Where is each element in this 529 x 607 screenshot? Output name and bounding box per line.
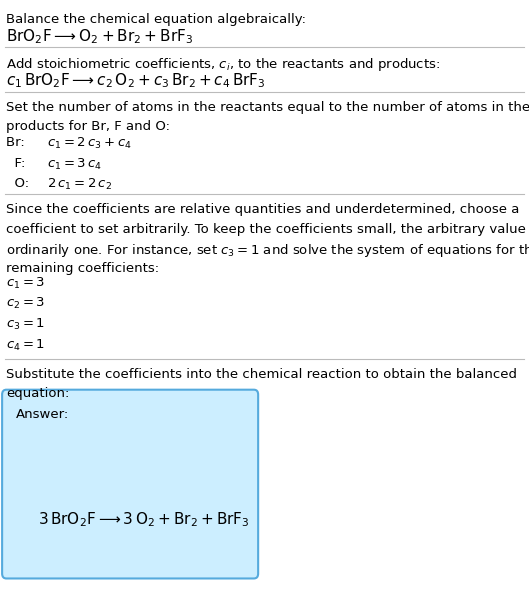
Text: Substitute the coefficients into the chemical reaction to obtain the balanced: Substitute the coefficients into the che… — [6, 368, 517, 381]
Text: $c_3 = 1$: $c_3 = 1$ — [6, 317, 45, 332]
Text: $c_1 = 3$: $c_1 = 3$ — [6, 276, 45, 291]
Text: ordinarily one. For instance, set $c_3 = 1$ and solve the system of equations fo: ordinarily one. For instance, set $c_3 =… — [6, 242, 529, 259]
Text: Add stoichiometric coefficients, $c_i$, to the reactants and products:: Add stoichiometric coefficients, $c_i$, … — [6, 56, 441, 73]
Text: $\mathrm{BrO_2F} \longrightarrow \mathrm{O_2 + Br_2 + BrF_3}$: $\mathrm{BrO_2F} \longrightarrow \mathrm… — [6, 27, 194, 46]
Text: Set the number of atoms in the reactants equal to the number of atoms in the: Set the number of atoms in the reactants… — [6, 101, 529, 114]
Text: $c_4 = 1$: $c_4 = 1$ — [6, 337, 45, 353]
Text: Balance the chemical equation algebraically:: Balance the chemical equation algebraica… — [6, 13, 306, 26]
Text: Answer:: Answer: — [16, 408, 69, 421]
Text: $3\,\mathrm{BrO_2F} \longrightarrow 3\,\mathrm{O_2} + \mathrm{Br_2} + \mathrm{Br: $3\,\mathrm{BrO_2F} \longrightarrow 3\,\… — [38, 510, 250, 529]
Text: $c_2 = 3$: $c_2 = 3$ — [6, 296, 45, 311]
Text: F:: F: — [6, 157, 34, 169]
Text: Br:: Br: — [6, 136, 34, 149]
Text: O:: O: — [6, 177, 38, 190]
Text: $c_1 = 3\,c_4$: $c_1 = 3\,c_4$ — [47, 157, 102, 172]
FancyBboxPatch shape — [2, 390, 258, 578]
Text: equation:: equation: — [6, 387, 70, 400]
Text: remaining coefficients:: remaining coefficients: — [6, 262, 159, 274]
Text: Since the coefficients are relative quantities and underdetermined, choose a: Since the coefficients are relative quan… — [6, 203, 519, 216]
Text: $c_1\,\mathrm{BrO_2F} \longrightarrow c_2\,\mathrm{O_2} + c_3\,\mathrm{Br_2} + c: $c_1\,\mathrm{BrO_2F} \longrightarrow c_… — [6, 71, 266, 90]
Text: products for Br, F and O:: products for Br, F and O: — [6, 120, 170, 133]
Text: $2\,c_1 = 2\,c_2$: $2\,c_1 = 2\,c_2$ — [47, 177, 112, 192]
Text: coefficient to set arbitrarily. To keep the coefficients small, the arbitrary va: coefficient to set arbitrarily. To keep … — [6, 223, 529, 236]
Text: $c_1 = 2\,c_3 + c_4$: $c_1 = 2\,c_3 + c_4$ — [47, 136, 131, 151]
